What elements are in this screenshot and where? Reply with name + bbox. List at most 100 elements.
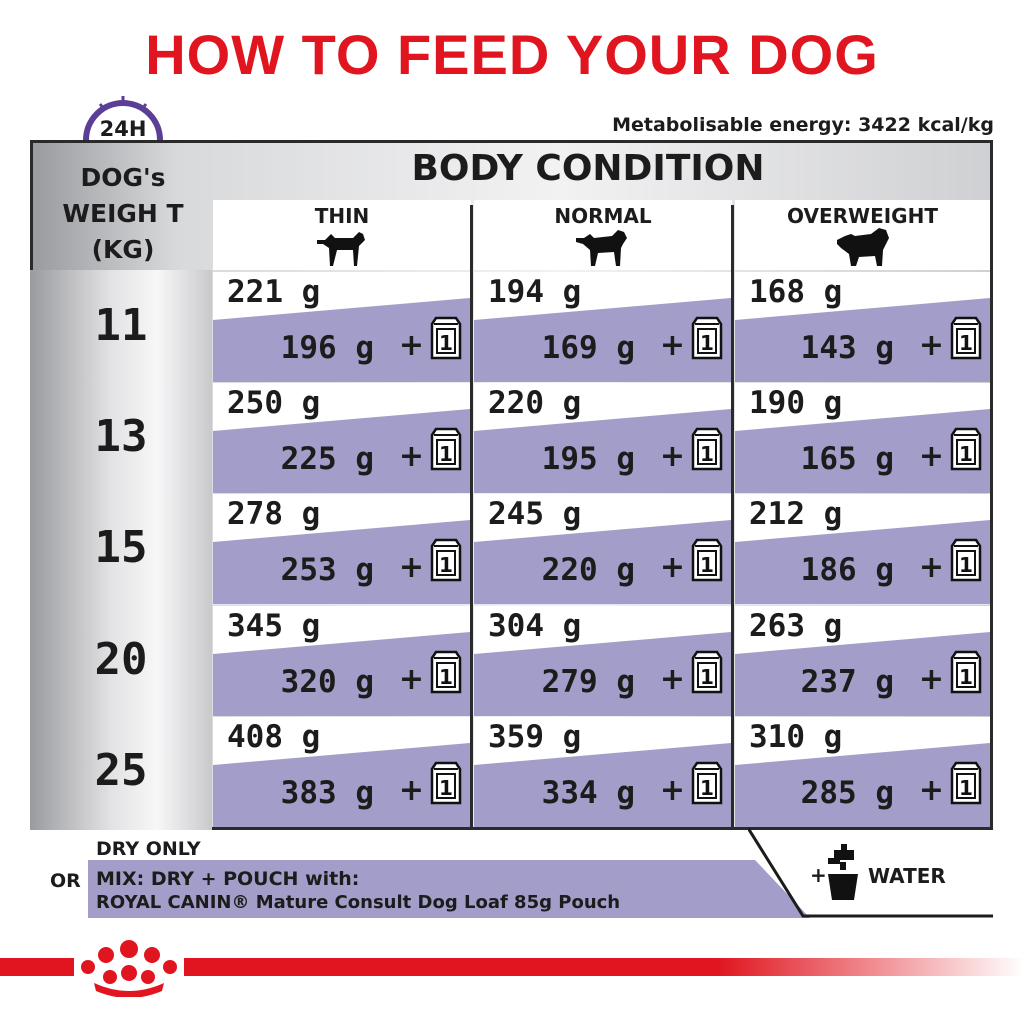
legend-dry-only: DRY ONLY — [96, 838, 201, 860]
feeding-cell: 304 g 279 g +1 — [474, 605, 731, 716]
brand-red-line — [0, 958, 1024, 976]
mix-wedge — [735, 409, 990, 494]
mix-wedge — [213, 409, 470, 494]
mix-wedge — [735, 631, 990, 716]
pouch-count: 1 — [700, 776, 714, 800]
mix-wedge — [474, 409, 731, 494]
pouch-icon: 1 — [691, 427, 723, 471]
pouch-count: 1 — [700, 665, 714, 689]
plus-sign: + — [398, 661, 424, 697]
mix-amount: 225 g — [280, 441, 374, 478]
feeding-cell: 408 g 383 g +1 — [213, 716, 470, 827]
plus-sign: + — [398, 772, 424, 808]
pouch-count: 1 — [700, 442, 714, 466]
pouch-count: 1 — [959, 776, 973, 800]
dry-amount: 278 g — [227, 496, 321, 533]
pouch-icon: 1 — [430, 539, 462, 582]
mix-amount: 165 g — [800, 441, 894, 478]
feeding-cell: 245 g 220 g +1 — [474, 494, 731, 605]
plus-sign: + — [398, 439, 424, 475]
pouch-icon: 1 — [950, 539, 982, 582]
pouch-count: 1 — [959, 553, 973, 577]
mix-amount: 220 g — [541, 552, 635, 589]
mix-wedge — [474, 297, 731, 383]
condition-label: OVERWEIGHT — [787, 204, 938, 228]
weight-header: DOG's WEIGH T (KG) — [62, 163, 184, 264]
legend-mix-line2: ROYAL CANIN® Mature Consult Dog Loaf 85g… — [96, 892, 621, 913]
pouch-count: 1 — [439, 442, 453, 466]
weight-value: 20 — [94, 633, 148, 685]
plus-sign: + — [398, 328, 424, 363]
dry-amount: 359 g — [488, 718, 582, 755]
column-divider — [470, 205, 473, 830]
mix-wedge — [474, 520, 731, 605]
mix-wedge — [735, 297, 990, 383]
condition-label: THIN — [314, 204, 370, 228]
column-divider — [731, 205, 734, 830]
mix-amount: 334 g — [541, 774, 635, 811]
clock-icon: 24H — [83, 96, 163, 141]
feeding-cell: 220 g 195 g +1 — [474, 383, 731, 494]
legend-mix-line1: MIX: DRY + POUCH with: — [96, 868, 360, 890]
dry-amount: 345 g — [227, 607, 321, 644]
mix-amount: 195 g — [541, 441, 635, 478]
weight-column — [30, 270, 212, 830]
legend-or: OR — [50, 870, 81, 892]
mix-wedge — [474, 742, 731, 827]
tap-water-icon — [828, 844, 858, 900]
clock-label: 24H — [100, 117, 147, 141]
dry-amount: 408 g — [227, 718, 321, 755]
plus-sign: + — [659, 439, 685, 475]
weight-value: 13 — [94, 411, 148, 463]
mix-amount: 253 g — [280, 552, 374, 589]
pouch-icon: 1 — [430, 427, 462, 471]
water-legend: + — [748, 828, 993, 918]
mix-amount: 285 g — [800, 774, 894, 811]
pouch-icon: 1 — [691, 761, 723, 805]
dry-amount: 310 g — [749, 718, 843, 755]
mix-wedge — [735, 520, 990, 605]
pouch-count: 1 — [700, 331, 714, 355]
weight-value: 15 — [94, 522, 148, 574]
thin-dog-icon — [317, 232, 365, 266]
plus-sign: + — [659, 772, 685, 808]
dry-amount: 250 g — [227, 385, 321, 422]
pouch-icon: 1 — [691, 539, 723, 582]
pouch-count: 1 — [959, 665, 973, 689]
header-overweight: OVERWEIGHT — [735, 200, 990, 270]
pouch-icon: 1 — [950, 427, 982, 471]
overweight-dog-icon — [837, 228, 889, 266]
feeding-cell: 278 g 253 g +1 — [213, 494, 470, 605]
mix-amount: 237 g — [800, 663, 894, 700]
feeding-cell: 194 g 169 g +1 — [474, 272, 731, 383]
pouch-count: 1 — [439, 553, 453, 577]
pouch-count: 1 — [439, 776, 453, 800]
pouch-count: 1 — [439, 665, 453, 689]
body-condition-header: BODY CONDITION — [411, 148, 765, 189]
page-title: HOW TO FEED YOUR DOG — [145, 23, 879, 86]
pouch-count: 1 — [959, 442, 973, 466]
pouch-icon: 1 — [430, 761, 462, 805]
condition-label: NORMAL — [554, 204, 652, 228]
mix-legend-band — [88, 860, 810, 918]
feeding-cell: 250 g 225 g +1 — [213, 383, 470, 494]
mix-amount: 279 g — [541, 663, 635, 700]
plus-sign: + — [659, 661, 685, 697]
plus-sign: + — [659, 328, 685, 363]
mix-wedge — [213, 742, 470, 827]
feeding-cell: 263 g 237 g +1 — [735, 605, 990, 716]
pouch-count: 1 — [700, 553, 714, 577]
pouch-icon: 1 — [430, 650, 462, 693]
mix-amount: 186 g — [800, 552, 894, 589]
weight-value: 25 — [94, 744, 148, 796]
mix-amount: 320 g — [280, 663, 374, 700]
water-plus: + — [810, 863, 827, 887]
feeding-cell: 168 g 143 g +1 — [735, 272, 990, 383]
dry-amount: 304 g — [488, 607, 582, 644]
mix-amount: 383 g — [280, 774, 374, 811]
mix-wedge — [474, 631, 731, 716]
plus-sign: + — [918, 439, 944, 475]
dry-amount: 245 g — [488, 496, 582, 533]
mix-wedge — [735, 742, 990, 827]
mix-wedge — [213, 520, 470, 605]
